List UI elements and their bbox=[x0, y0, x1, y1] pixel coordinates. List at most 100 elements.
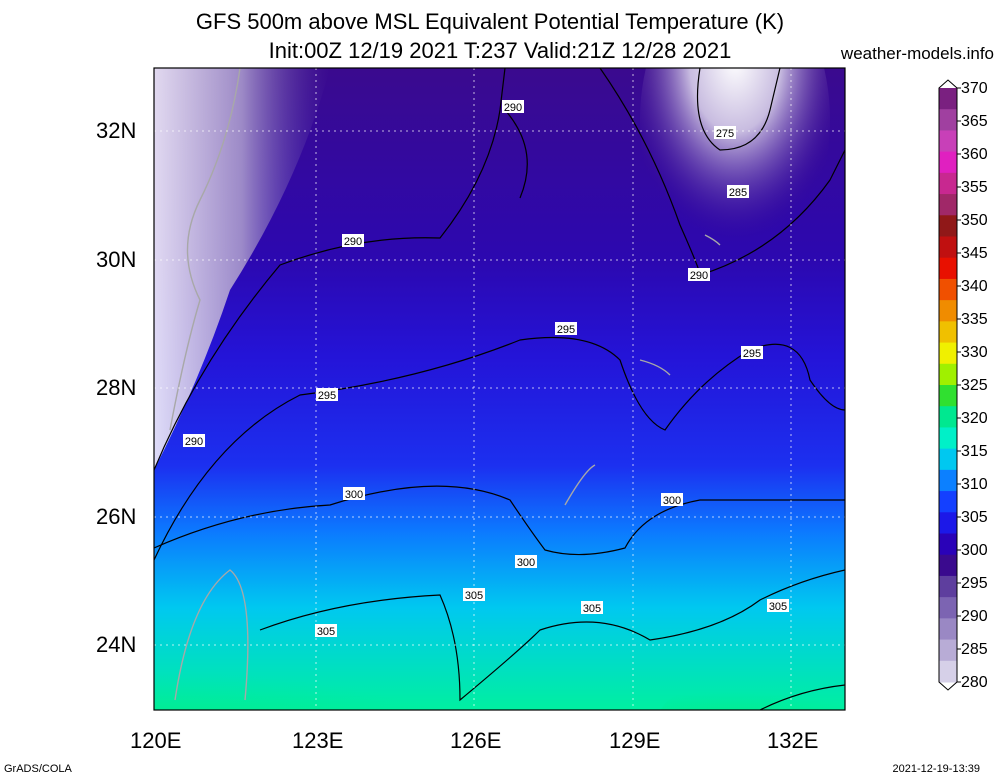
contour-label-box bbox=[515, 555, 537, 568]
lon-tick: 129E bbox=[609, 728, 661, 753]
contour-label-box bbox=[183, 434, 205, 447]
contour-label-box bbox=[727, 185, 749, 198]
colorbar-label: 295 bbox=[961, 575, 988, 592]
graticule bbox=[154, 68, 845, 710]
colorbar-label: 355 bbox=[961, 179, 988, 196]
contour-label: 305 bbox=[769, 601, 787, 613]
colorbar-label: 285 bbox=[961, 641, 988, 658]
colorbar-swatch bbox=[939, 448, 957, 471]
contour-label: 290 bbox=[344, 236, 362, 248]
colorbar-swatch bbox=[939, 321, 957, 344]
contour-label: 295 bbox=[557, 324, 575, 336]
colorbar-label: 315 bbox=[961, 443, 988, 460]
contour-label: 275 bbox=[716, 128, 734, 140]
colorbar-swatch bbox=[939, 300, 957, 322]
lon-tick: 132E bbox=[767, 728, 819, 753]
contour-labels: 290 290 290 290 275 285 295 295 295 300 300 300 305 3… bbox=[183, 100, 789, 638]
colorbar-label: 335 bbox=[961, 311, 988, 328]
lon-tick: 123E bbox=[292, 728, 344, 753]
colorbar bbox=[938, 79, 961, 691]
contour-label-box bbox=[741, 346, 763, 359]
colorbar-swatch bbox=[939, 257, 957, 280]
colorbar-swatch bbox=[939, 469, 957, 492]
contour-label-box bbox=[315, 624, 337, 637]
colorbar-swatch bbox=[939, 385, 957, 407]
colorbar-swatch bbox=[939, 109, 957, 131]
colorbar-label: 345 bbox=[961, 245, 988, 262]
lat-tick: 32N bbox=[96, 118, 137, 143]
colorbar-swatch bbox=[939, 88, 957, 110]
contour-label: 305 bbox=[317, 626, 335, 638]
colorbar-label: 365 bbox=[961, 113, 988, 130]
contour-label: 305 bbox=[583, 603, 601, 615]
colorbar-swatch bbox=[939, 130, 957, 153]
contour-label: 295 bbox=[743, 348, 761, 360]
contour-label-box bbox=[581, 601, 603, 614]
colorbar-swatch bbox=[939, 618, 957, 641]
lon-tick: 120E bbox=[130, 728, 182, 753]
colorbar-label: 330 bbox=[961, 344, 988, 361]
colorbar-label: 360 bbox=[961, 146, 988, 163]
colorbar-label: 300 bbox=[961, 542, 988, 559]
colorbar-label: 310 bbox=[961, 476, 988, 493]
colorbar-swatch bbox=[939, 215, 957, 237]
colorbar-swatch bbox=[939, 554, 957, 577]
contour-label: 290 bbox=[690, 270, 708, 282]
colorbar-label: 305 bbox=[961, 509, 988, 526]
contour-label: 305 bbox=[465, 590, 483, 602]
colorbar-label: 325 bbox=[961, 377, 988, 394]
contour-label-box bbox=[343, 487, 365, 500]
colorbar-swatch bbox=[939, 194, 957, 216]
contour-label-box bbox=[688, 268, 710, 281]
map-field bbox=[154, 68, 845, 710]
contour-label: 300 bbox=[517, 557, 535, 569]
colorbar-label: 280 bbox=[961, 674, 988, 691]
colorbar-swatch bbox=[939, 639, 957, 662]
colorbar-swatch bbox=[939, 533, 957, 556]
colorbar-swatch bbox=[939, 597, 957, 619]
colorbar-swatch bbox=[939, 151, 957, 174]
colorbar-label: 370 bbox=[961, 80, 988, 97]
colorbar-label: 320 bbox=[961, 410, 988, 427]
title-line-2: Init:00Z 12/19 2021 T:237 Valid:21Z 12/2… bbox=[268, 38, 732, 63]
contour-label: 290 bbox=[185, 436, 203, 448]
lat-tick: 24N bbox=[96, 632, 137, 657]
colorbar-label: 290 bbox=[961, 608, 988, 625]
colorbar-swatch bbox=[939, 342, 957, 365]
map-frame bbox=[153, 67, 846, 711]
site-label: weather-models.info bbox=[840, 44, 994, 63]
colorbar-swatch bbox=[939, 278, 957, 301]
contour-label-box bbox=[502, 100, 524, 113]
lon-tick: 126E bbox=[450, 728, 502, 753]
colorbar-label: 350 bbox=[961, 212, 988, 229]
colorbar-swatch bbox=[939, 491, 957, 513]
lat-tick: 26N bbox=[96, 504, 137, 529]
contour-label-box bbox=[342, 234, 364, 247]
colorbar-label: 340 bbox=[961, 278, 988, 295]
contour-label: 285 bbox=[729, 187, 747, 199]
contour-label-box bbox=[316, 388, 338, 401]
lat-tick: 28N bbox=[96, 375, 137, 400]
contour-label-box bbox=[767, 599, 789, 612]
colorbar-swatch bbox=[939, 172, 957, 195]
contour-label: 300 bbox=[345, 489, 363, 501]
colorbar-swatch bbox=[939, 512, 957, 534]
colorbar-swatch bbox=[939, 363, 957, 386]
colorbar-swatch bbox=[939, 406, 957, 428]
contour-label: 300 bbox=[663, 495, 681, 507]
colorbar-swatch bbox=[939, 236, 957, 259]
credit: GrADS/COLA bbox=[4, 763, 72, 775]
colorbar-swatch bbox=[939, 427, 957, 450]
contour-label-box bbox=[661, 493, 683, 506]
contour-label: 295 bbox=[318, 390, 336, 402]
contour-label: 290 bbox=[504, 102, 522, 114]
contour-label-box bbox=[714, 126, 736, 139]
lat-tick: 30N bbox=[96, 247, 137, 272]
contour-label-box bbox=[555, 322, 577, 335]
timestamp: 2021-12-19-13:39 bbox=[892, 763, 980, 775]
title-line-1: GFS 500m above MSL Equivalent Potential … bbox=[195, 9, 785, 34]
colorbar-swatch bbox=[939, 660, 957, 683]
colorbar-swatch bbox=[939, 575, 957, 598]
contour-label-box bbox=[463, 588, 485, 601]
